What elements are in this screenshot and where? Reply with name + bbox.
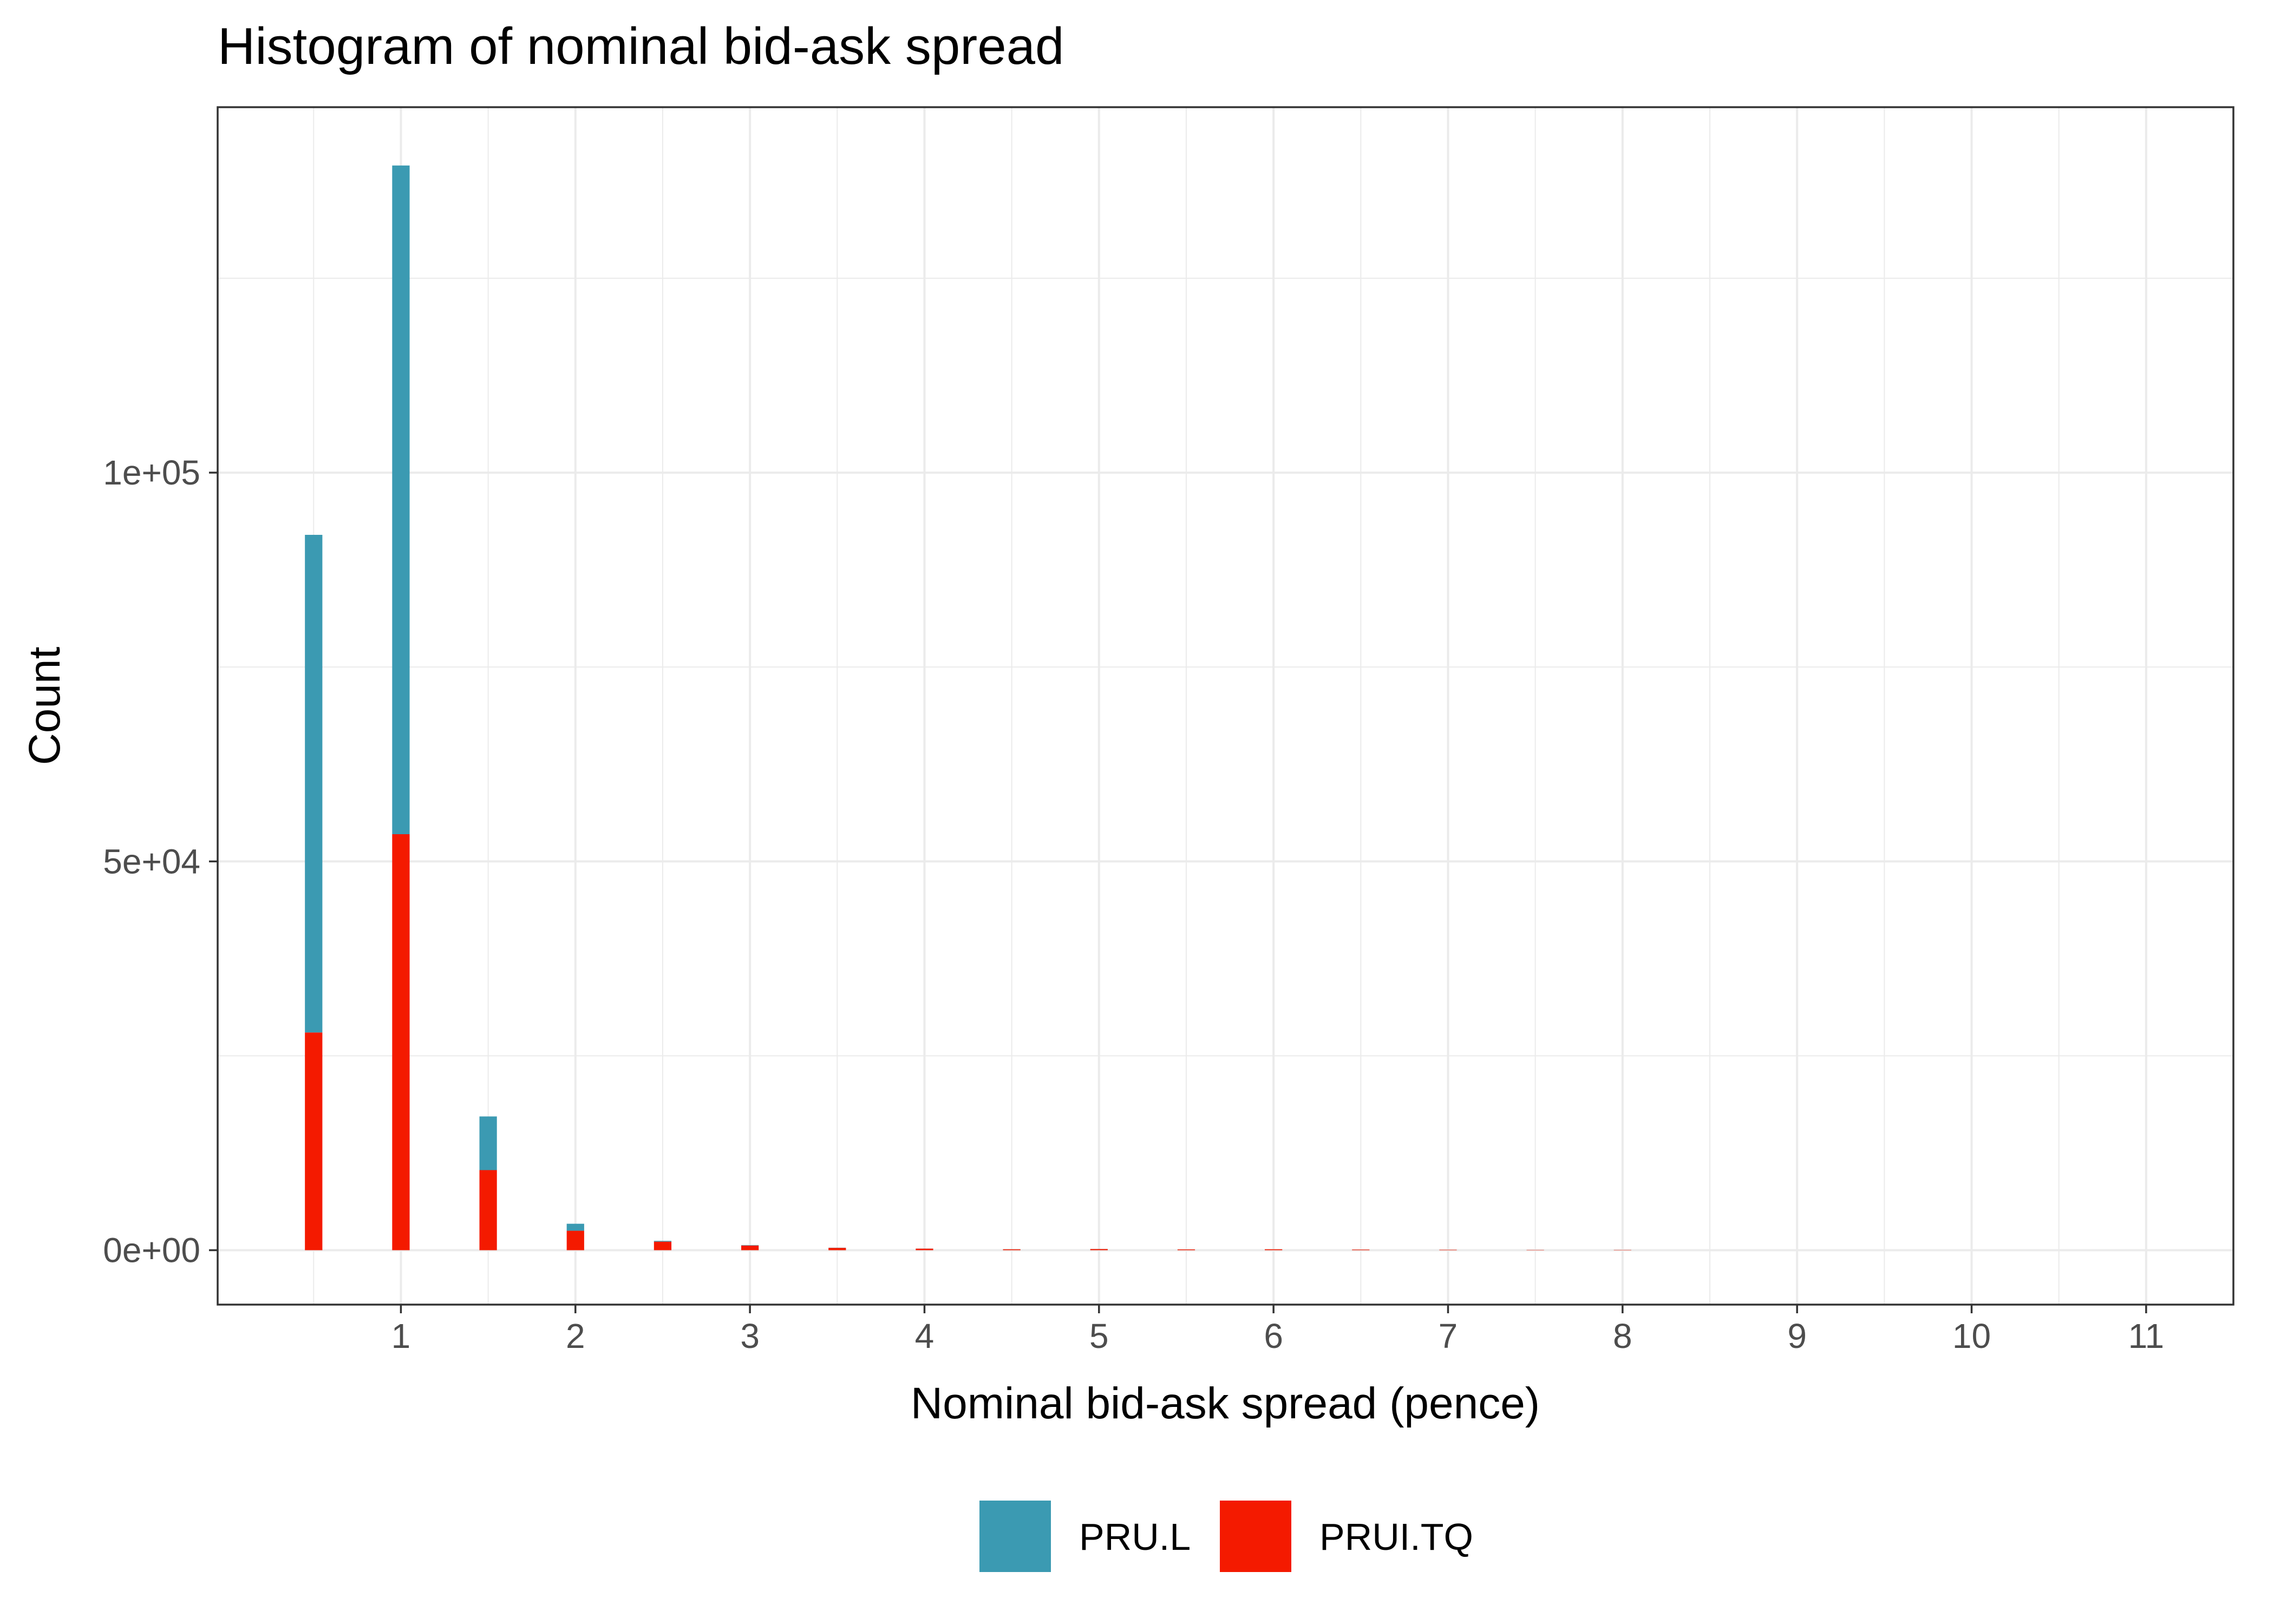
bar-pru-l [305,535,323,1033]
plot-border [217,106,2234,1306]
legend-label: PRUI.TQ [1319,1516,1473,1558]
x-tick-label: 6 [1264,1317,1283,1355]
legend-key-prui-tq [1220,1501,1291,1572]
bar-pru-l [392,165,410,835]
plot-background [218,107,2233,1305]
y-axis-title: Count [20,646,69,765]
bar-prui-tq [828,1248,846,1250]
bar-prui-tq [1265,1249,1283,1250]
x-axis: 1 2 3 4 5 6 7 8 9 10 11 [391,1305,2164,1355]
x-tick-label: 2 [566,1317,585,1355]
bar-prui-tq [392,834,410,1250]
bar-prui-tq [654,1241,672,1250]
x-tick-label: 4 [915,1317,935,1355]
bar-prui-tq [916,1248,933,1250]
x-tick-label: 1 [391,1317,411,1355]
x-tick-label: 8 [1613,1317,1632,1355]
major-gridlines [218,107,2233,1305]
minor-gridlines [218,107,2233,1305]
legend: PRU.L PRUI.TQ [979,1501,1473,1572]
legend-key-pru-l [979,1501,1051,1572]
x-tick-label: 10 [1952,1317,1991,1355]
y-axis: 0e+00 5e+04 1e+05 [103,453,218,1269]
bar-prui-tq [1003,1249,1021,1250]
bar-pru-l [479,1116,497,1170]
bar-prui-tq [1177,1249,1195,1250]
x-tick-label: 5 [1089,1317,1109,1355]
plot-panel [217,106,2234,1306]
x-axis-title: Nominal bid-ask spread (pence) [911,1379,1540,1428]
y-tick-label: 0e+00 [103,1230,200,1269]
bar-prui-tq [305,1032,323,1250]
x-tick-label: 9 [1787,1317,1807,1355]
bar-prui-tq [741,1245,759,1250]
x-tick-label: 7 [1439,1317,1458,1355]
y-tick-label: 1e+05 [103,453,200,492]
y-tick-label: 5e+04 [103,842,200,881]
bar-prui-tq [1352,1249,1370,1250]
histogram-bars [305,165,1631,1250]
x-tick-label: 3 [740,1317,760,1355]
legend-label: PRU.L [1079,1516,1191,1558]
bar-pru-l [566,1223,584,1231]
bar-prui-tq [479,1170,497,1250]
bar-pru-l [741,1245,759,1246]
x-tick-label: 11 [2128,1317,2164,1355]
bar-prui-tq [566,1230,584,1250]
chart-title: Histogram of nominal bid-ask spread [218,17,1064,75]
bar-prui-tq [1090,1249,1108,1250]
